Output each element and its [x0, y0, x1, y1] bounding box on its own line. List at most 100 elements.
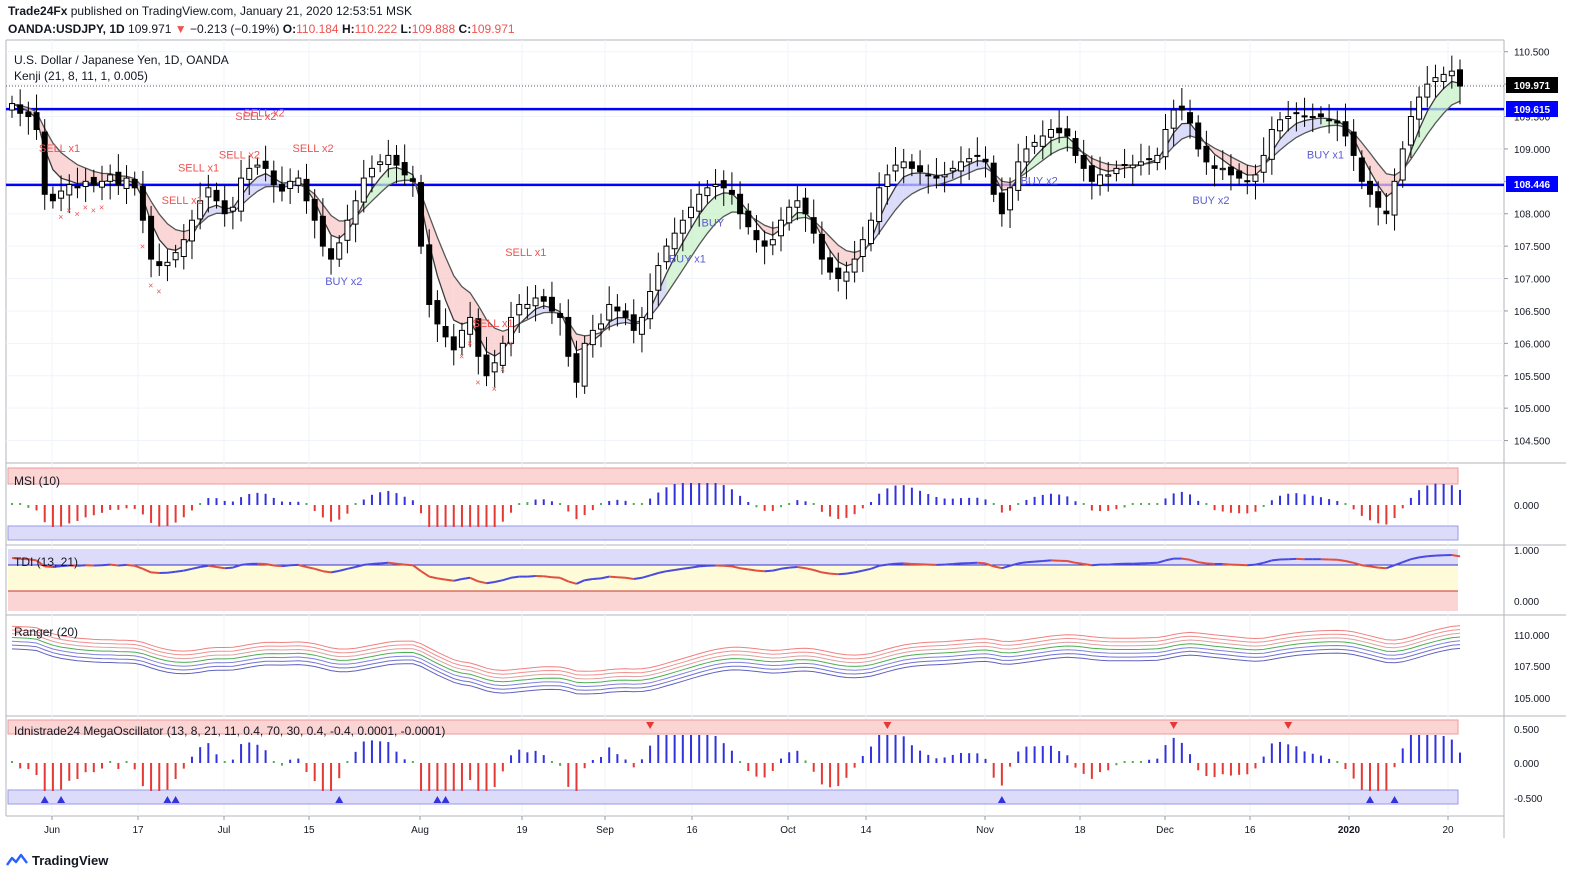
tdi-segment	[445, 578, 454, 582]
tdi-segment	[1009, 562, 1019, 567]
sell-marker: ×	[58, 212, 63, 222]
candle-body	[1358, 157, 1365, 182]
high-label: H:	[341, 22, 355, 36]
candle-body	[172, 252, 179, 261]
candle-body	[1121, 163, 1128, 166]
candle-body	[892, 164, 899, 172]
candle-body	[1187, 112, 1194, 124]
candle-body	[1391, 180, 1398, 216]
band-fill	[879, 201, 888, 233]
candle-body	[49, 193, 56, 202]
candle-body	[418, 182, 425, 247]
tdi-segment	[568, 580, 577, 585]
price-change: −0.213 (−0.19%)	[190, 22, 280, 36]
candle-body	[802, 197, 809, 215]
candle-body	[777, 219, 784, 237]
price-axis[interactable]: 110.500110.000109.500109.000108.500108.0…	[1504, 48, 1551, 805]
mega-sell-triangle	[883, 722, 892, 729]
candle-body	[753, 230, 760, 241]
time-tick-label: 14	[860, 825, 872, 836]
tdi-segment	[985, 562, 995, 568]
band-fill	[1370, 152, 1379, 186]
time-tick-label: 16	[1244, 825, 1256, 836]
candle-body	[58, 190, 65, 199]
candle-body	[442, 325, 449, 338]
band-fill	[77, 164, 86, 184]
open-label: O:	[282, 22, 297, 36]
candle-body	[1268, 128, 1275, 160]
tdi-segment	[200, 564, 209, 568]
candle-body	[1047, 128, 1054, 138]
price-candles[interactable]	[9, 55, 1463, 398]
candle-body	[818, 233, 825, 260]
tradingview-logo[interactable]: TradingView	[6, 852, 108, 868]
tdi-segment	[322, 570, 332, 574]
tdi-segment	[224, 566, 233, 570]
sell-marker: ×	[500, 365, 505, 375]
sell-marker: ×	[475, 377, 480, 387]
time-tick-label: 16	[686, 825, 698, 836]
candle-body	[352, 200, 359, 225]
mega-sell-triangle	[1169, 722, 1178, 729]
time-axis[interactable]: Jun 17 Jul 15 Aug 19 Sep 16 Oct 14 Nov 18 Dec 16 2020 2…	[44, 816, 1454, 836]
ranger-label[interactable]: Ranger (20)	[14, 625, 78, 639]
candle-body	[1326, 119, 1333, 122]
lower-line-badge: 108.446	[1514, 180, 1551, 191]
tdi-segment	[805, 567, 814, 571]
tdi-segment	[167, 570, 176, 574]
tdi-segment	[420, 570, 430, 578]
candle-body	[434, 300, 441, 325]
sell-marker: ×	[99, 202, 104, 212]
msi-label[interactable]: MSI (10)	[14, 474, 60, 488]
price-tick-label: 106.500	[1514, 307, 1551, 318]
candle-body	[1195, 122, 1202, 150]
pane-tick-label: 0.000	[1514, 597, 1539, 608]
pane-tick-label: 0.000	[1514, 501, 1539, 512]
kenji-indicator-label[interactable]: Kenji (21, 8, 11, 1, 0.005)	[14, 69, 148, 83]
candle-body	[508, 316, 515, 344]
tdi-segment	[674, 567, 683, 571]
candle-body	[867, 219, 874, 245]
candle-body	[41, 131, 48, 195]
tdi-segment	[118, 563, 127, 567]
tdi-segment	[1222, 563, 1232, 566]
pane-tick-label: 107.500	[1514, 662, 1551, 673]
band-fill	[1361, 142, 1371, 171]
candle-body	[843, 271, 850, 282]
buy-signal-label: BUY x2	[1192, 195, 1229, 207]
sell-marker: ×	[91, 206, 96, 216]
tdi-label[interactable]: TDI (13, 21)	[14, 555, 78, 569]
tdi-segment	[437, 577, 446, 581]
sell-marker: ×	[148, 280, 153, 290]
publisher-name[interactable]: Trade24Fx	[8, 4, 68, 18]
candle-body	[933, 175, 940, 179]
tdi-segment	[265, 563, 274, 567]
candle-body	[1056, 127, 1063, 134]
candle-body	[393, 154, 400, 166]
price-tick-label: 109.500	[1514, 113, 1551, 124]
candle-body	[524, 303, 531, 309]
candle-body	[671, 232, 678, 250]
mega-label[interactable]: Idnistrade24 MegaOscillator (13, 8, 21, …	[14, 724, 445, 738]
price-tick-label: 106.000	[1514, 339, 1551, 350]
band-fill	[363, 188, 372, 210]
sell-signal-label: SELL x1	[162, 195, 203, 207]
tdi-segment	[1451, 554, 1461, 558]
candle-body	[1399, 148, 1406, 181]
candle-body	[82, 180, 89, 188]
candle-body	[1227, 166, 1234, 176]
band-fill	[159, 214, 168, 249]
ranger-band-line	[11, 629, 1461, 676]
candle-body	[426, 244, 433, 305]
tdi-segment	[772, 567, 782, 572]
mega-oscillator-histogram	[11, 722, 1461, 803]
tdi-segment	[887, 562, 896, 566]
candle-body	[1154, 154, 1161, 164]
tdi-segment	[1263, 559, 1273, 564]
candle-body	[385, 154, 392, 165]
candle-body	[467, 316, 474, 335]
pane-tick-label: 0.500	[1514, 725, 1539, 736]
band-fill	[52, 142, 62, 179]
tdi-segment	[429, 575, 438, 580]
